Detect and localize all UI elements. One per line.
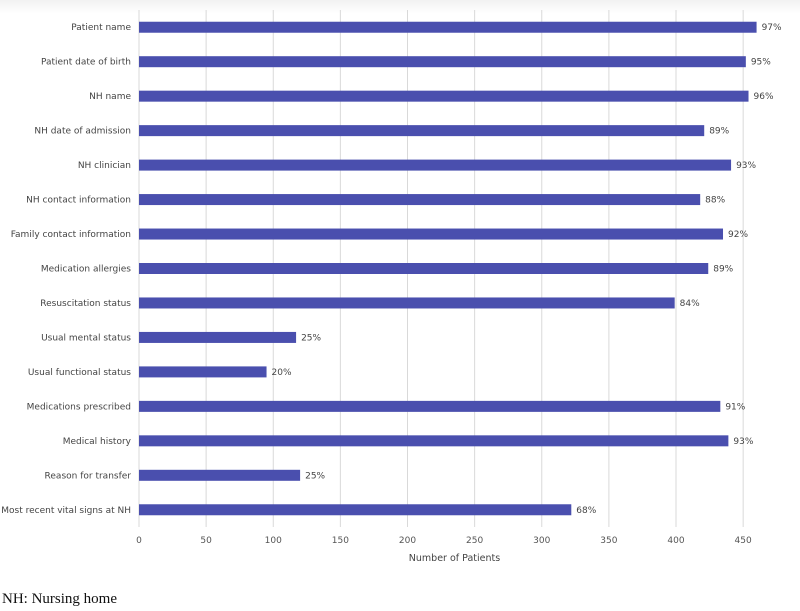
bar [139,194,701,206]
data-label: 95% [751,58,771,68]
x-tick-label: 450 [735,536,752,546]
top-strip [0,0,800,14]
data-label: 93% [736,161,756,171]
bar [139,435,729,447]
data-label: 89% [713,265,733,275]
category-label: Patient date of birth [41,58,131,68]
bar [139,297,675,309]
category-label: Reason for transfer [45,471,132,481]
category-label: Usual functional status [28,368,131,378]
bar [139,21,757,33]
data-label: 89% [709,127,729,137]
bar-chart: 0 50 100 150 200 250 300 350 400 450 Patient name 9… [1,10,782,564]
x-tick-label: 100 [265,536,282,546]
bar [139,504,572,516]
data-label: 20% [272,368,292,378]
bar [139,400,721,412]
bar [139,56,746,68]
data-label: 68% [576,506,596,516]
category-label: NH contact information [26,196,131,206]
category-label: NH date of admission [34,127,131,137]
bar [139,228,724,240]
footnote: NH: Nursing home [2,591,117,607]
data-label: 88% [705,196,725,206]
bar [139,469,301,481]
bar [139,159,732,171]
data-label: 92% [728,230,748,240]
x-axis-title: Number of Patients [409,553,500,564]
data-label: 84% [680,299,700,309]
category-label: Family contact information [11,230,131,240]
category-label: Patient name [71,23,131,33]
category-label: NH name [89,92,131,102]
category-label: Medications prescribed [27,402,131,412]
data-label: 25% [305,471,325,481]
category-label: NH clinician [78,161,131,171]
x-tick-label: 400 [667,536,684,546]
data-label: 25% [301,333,321,343]
x-tick-label: 350 [600,536,617,546]
x-tick-label: 200 [399,536,416,546]
bar [139,125,705,137]
category-label: Medication allergies [41,265,131,275]
bar [139,331,297,343]
data-label: 91% [725,402,745,412]
data-label: 93% [733,437,753,447]
bar [139,90,749,102]
x-tick-label: 0 [136,536,142,546]
bar [139,263,709,274]
x-tick-label: 250 [466,536,483,546]
x-tick-label: 150 [332,536,349,546]
data-label: 97% [762,23,782,33]
category-label: Resuscitation status [40,299,131,309]
data-label: 96% [754,92,774,102]
category-label: Medical history [63,437,132,447]
category-label: Most recent vital signs at NH [1,506,131,516]
x-tick-label: 50 [200,536,212,546]
x-tick-label: 300 [533,536,550,546]
bar [139,366,267,378]
category-label: Usual mental status [41,333,131,343]
